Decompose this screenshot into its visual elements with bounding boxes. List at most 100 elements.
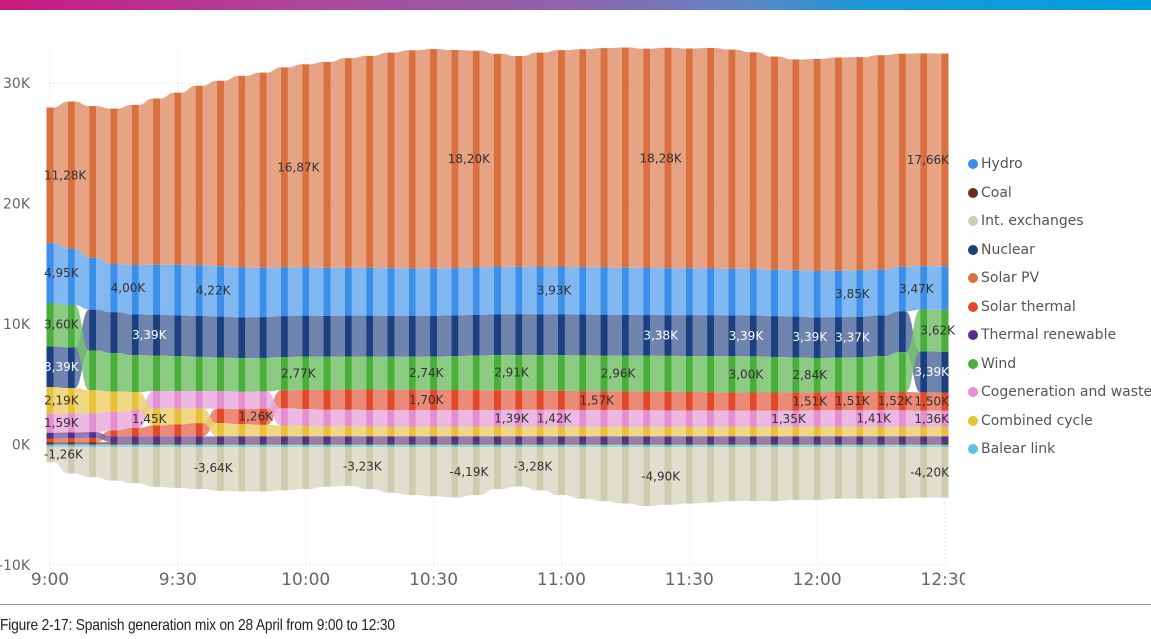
bar-hydro[interactable] [302, 267, 310, 316]
bar-nuclear[interactable] [174, 315, 182, 357]
bar-nuclear[interactable] [387, 315, 395, 357]
bar-wind[interactable] [280, 356, 288, 391]
bar-balear-link[interactable] [195, 444, 203, 447]
bar-combined-cycle[interactable] [216, 423, 224, 437]
bar-nuclear[interactable] [344, 315, 352, 357]
bar-combined-cycle[interactable] [430, 426, 438, 437]
bar-int-exchanges[interactable] [451, 446, 459, 498]
bar-wind[interactable] [408, 356, 416, 390]
bar-coal[interactable] [472, 442, 480, 445]
bar-balear-link[interactable] [920, 444, 928, 447]
bar-wind[interactable] [216, 357, 224, 392]
bar-solar-thermal[interactable] [472, 390, 480, 411]
bar-hydro[interactable] [323, 267, 331, 316]
bar-balear-link[interactable] [387, 444, 395, 447]
bar-thermal-renewable[interactable] [728, 436, 736, 443]
bar-solar-pv[interactable] [536, 52, 544, 267]
bar-hydro[interactable] [728, 268, 736, 316]
bar-solar-thermal[interactable] [579, 391, 587, 410]
bar-cogeneration-and-waste[interactable] [110, 412, 118, 431]
bar-balear-link[interactable] [536, 444, 544, 447]
bar-int-exchanges[interactable] [749, 446, 757, 502]
bar-thermal-renewable[interactable] [472, 436, 480, 443]
bar-thermal-renewable[interactable] [898, 436, 906, 443]
bar-nuclear[interactable] [46, 346, 54, 388]
bar-solar-thermal[interactable] [813, 392, 821, 411]
bar-solar-pv[interactable] [728, 49, 736, 269]
bar-combined-cycle[interactable] [110, 391, 118, 413]
bar-balear-link[interactable] [131, 444, 139, 447]
bar-int-exchanges[interactable] [771, 446, 779, 502]
bar-int-exchanges[interactable] [664, 446, 672, 505]
bar-nuclear[interactable] [238, 317, 246, 359]
bar-int-exchanges[interactable] [941, 446, 949, 498]
bar-int-exchanges[interactable] [856, 446, 864, 499]
bar-hydro[interactable] [877, 269, 885, 316]
bar-coal[interactable] [557, 442, 565, 445]
bar-nuclear[interactable] [153, 314, 161, 356]
bar-cogeneration-and-waste[interactable] [813, 410, 821, 427]
bar-hydro[interactable] [771, 269, 779, 317]
bar-balear-link[interactable] [515, 444, 523, 447]
bar-solar-pv[interactable] [685, 48, 693, 269]
bar-solar-pv[interactable] [813, 58, 821, 271]
bar-coal[interactable] [749, 442, 757, 445]
bar-int-exchanges[interactable] [792, 446, 800, 500]
bar-solar-pv[interactable] [664, 47, 672, 269]
bar-wind[interactable] [89, 350, 97, 391]
bar-solar-pv[interactable] [579, 49, 587, 268]
bar-wind[interactable] [685, 356, 693, 393]
bar-cogeneration-and-waste[interactable] [216, 391, 224, 409]
bar-solar-pv[interactable] [707, 48, 715, 269]
bar-combined-cycle[interactable] [792, 426, 800, 437]
bar-int-exchanges[interactable] [643, 446, 651, 506]
bar-solar-pv[interactable] [366, 55, 374, 268]
bar-combined-cycle[interactable] [749, 426, 757, 437]
bar-wind[interactable] [259, 357, 267, 392]
bar-solar-thermal[interactable] [515, 390, 523, 410]
bar-nuclear[interactable] [920, 351, 928, 393]
bar-thermal-renewable[interactable] [323, 436, 331, 443]
bar-thermal-renewable[interactable] [856, 436, 864, 443]
bar-combined-cycle[interactable] [174, 408, 182, 425]
bar-int-exchanges[interactable] [920, 446, 928, 498]
bar-solar-pv[interactable] [323, 61, 331, 268]
bar-cogeneration-and-waste[interactable] [174, 391, 182, 409]
bar-cogeneration-and-waste[interactable] [643, 410, 651, 427]
bar-hydro[interactable] [600, 267, 608, 315]
bar-hydro[interactable] [685, 268, 693, 316]
bar-solar-thermal[interactable] [685, 392, 693, 411]
bar-balear-link[interactable] [707, 444, 715, 447]
bar-hydro[interactable] [856, 270, 864, 317]
bar-hydro[interactable] [110, 263, 118, 313]
bar-int-exchanges[interactable] [536, 446, 544, 491]
bar-int-exchanges[interactable] [494, 446, 501, 490]
bar-cogeneration-and-waste[interactable] [323, 409, 331, 427]
bar-nuclear[interactable] [792, 316, 800, 358]
bar-coal[interactable] [898, 442, 906, 445]
bar-cogeneration-and-waste[interactable] [89, 413, 97, 433]
bar-thermal-renewable[interactable] [67, 432, 75, 439]
bar-solar-pv[interactable] [110, 108, 118, 264]
bar-wind[interactable] [579, 355, 587, 392]
legend-item-combined-cycle[interactable]: Combined cycle [968, 407, 1151, 436]
bar-balear-link[interactable] [216, 444, 224, 447]
bar-combined-cycle[interactable] [259, 424, 267, 437]
bar-coal[interactable] [579, 442, 587, 445]
bar-solar-pv[interactable] [472, 50, 480, 268]
bar-combined-cycle[interactable] [579, 426, 587, 437]
legend-item-solar-pv[interactable]: Solar PV [968, 264, 1151, 293]
bar-int-exchanges[interactable] [515, 446, 523, 487]
bar-thermal-renewable[interactable] [685, 436, 693, 443]
bar-hydro[interactable] [238, 267, 246, 318]
bar-wind[interactable] [67, 305, 75, 348]
bar-hydro[interactable] [366, 267, 374, 316]
bar-int-exchanges[interactable] [67, 446, 75, 474]
bar-solar-pv[interactable] [302, 64, 310, 268]
bar-cogeneration-and-waste[interactable] [834, 410, 842, 427]
bar-int-exchanges[interactable] [366, 446, 374, 490]
bar-coal[interactable] [238, 442, 246, 445]
bar-combined-cycle[interactable] [302, 426, 310, 437]
bar-wind[interactable] [366, 356, 374, 390]
bar-int-exchanges[interactable] [834, 446, 842, 499]
